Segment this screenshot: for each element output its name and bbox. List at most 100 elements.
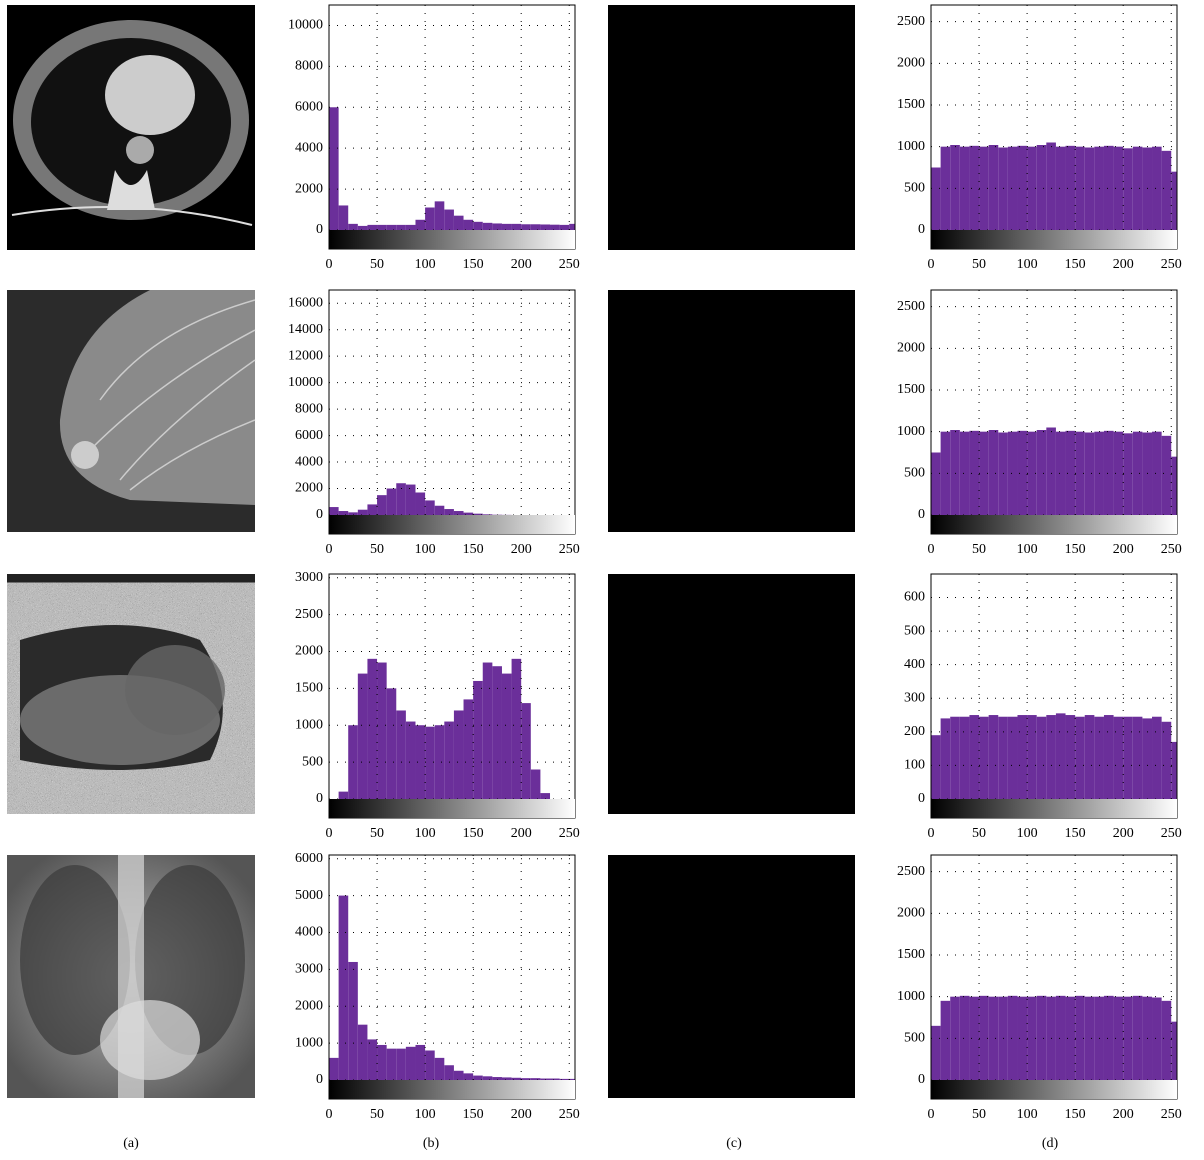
x-tick-label: 250 [559,1107,580,1122]
histogram-bar [512,659,522,799]
xray-image [7,855,255,1098]
histogram-bar [483,514,493,515]
histogram-bar [1162,151,1172,230]
histogram-bar [960,432,970,515]
x-tick-label: 250 [1161,257,1182,272]
histogram-bar [435,1058,445,1080]
x-tick-label: 100 [415,1107,436,1122]
histogram-bar [1008,717,1018,799]
histogram-bar [512,224,522,230]
histogram-bar [521,703,531,799]
x-tick-label: 250 [559,257,580,272]
y-tick-label: 2000 [897,341,925,356]
histogram-bar [502,1077,512,1080]
mammogram-image [7,290,255,532]
x-tick-label: 50 [972,826,986,841]
cipher-image [608,855,855,1098]
histogram-bar [492,666,502,799]
y-tick-label: 2500 [897,299,925,314]
histogram-bar [358,674,368,799]
colorbar [931,799,1177,818]
histogram-bar [415,493,425,516]
histogram-bar [329,507,339,515]
y-tick-label: 1000 [295,1035,323,1050]
histogram-bar [1066,997,1076,1080]
histogram-bar [1152,717,1162,799]
histogram-bar [464,1073,474,1080]
histogram-bar [941,432,951,515]
histogram-bar [464,513,474,515]
y-tick-label: 1500 [897,382,925,397]
histogram-bar [1104,431,1114,515]
y-tick-label: 1500 [897,947,925,962]
x-tick-label: 250 [559,542,580,557]
histogram-bar [989,430,999,515]
y-tick-label: 12000 [288,348,323,363]
y-tick-label: 0 [918,1072,925,1087]
histogram-bar [1037,145,1047,230]
histogram-bar [931,1026,941,1080]
histogram-bar [406,225,416,230]
histogram-bar [377,1045,387,1080]
y-tick-label: 500 [904,623,925,638]
y-tick-label: 0 [316,1072,323,1087]
x-tick-label: 0 [326,826,333,841]
x-tick-label: 150 [1065,1107,1086,1122]
histogram-bar [483,223,493,230]
histogram-bar [415,1045,425,1080]
histogram-bar [1046,143,1056,231]
x-tick-label: 0 [928,826,935,841]
histogram-bar [454,710,464,799]
histogram-bar [473,681,483,799]
histogram-bar [1171,457,1177,515]
histogram-bar [960,717,970,799]
histogram-bar [969,715,979,799]
histogram-bar [415,220,425,230]
histogram-bar [1066,431,1076,515]
y-tick-label: 400 [904,657,925,672]
histogram-bar [348,962,358,1080]
histogram-bar [377,663,387,799]
y-tick-label: 10000 [288,18,323,33]
x-tick-label: 50 [972,257,986,272]
histogram-bar [502,224,512,230]
x-tick-label: 50 [972,1107,986,1122]
y-tick-label: 500 [904,181,925,196]
histogram-bar [1017,146,1027,230]
histogram-bar [492,223,502,230]
histogram-bar [435,201,445,230]
histogram-bar [569,224,575,230]
histogram-bar [1008,996,1018,1080]
histogram-bar [406,485,416,515]
x-tick-label: 250 [1161,542,1182,557]
y-tick-label: 10000 [288,375,323,390]
histogram-bar [989,715,999,799]
histogram-bar [1104,146,1114,230]
x-tick-label: 200 [1113,826,1134,841]
y-tick-label: 1500 [897,97,925,112]
x-tick-label: 0 [928,542,935,557]
histogram-bar [1123,717,1133,799]
histogram-bar [531,224,541,230]
bars [931,713,1177,799]
histogram-bar [387,225,397,230]
histogram-panel: 0200040006000800010000050100150200250 [288,5,580,272]
histogram-bar [1056,147,1066,230]
cipher-image [608,574,855,814]
histogram-bar [540,224,550,230]
x-tick-label: 150 [1065,826,1086,841]
x-tick-label: 50 [370,1107,384,1122]
colorbar [329,515,575,534]
histogram-bar [396,1049,406,1080]
x-tick-label: 0 [326,542,333,557]
histogram-bar [473,222,483,230]
histogram-bar [1152,432,1162,515]
figure: (a) (b) (c) (d) 020004000600080001000005… [0,0,1204,1160]
histogram-panel: 05001000150020002500050100150200250 [897,5,1182,272]
y-tick-label: 500 [302,754,323,769]
histogram-bar [483,663,493,799]
histogram-bar [348,224,358,230]
histogram-bar [1056,713,1066,799]
colorbar [931,230,1177,249]
histogram-bar [1075,717,1085,799]
